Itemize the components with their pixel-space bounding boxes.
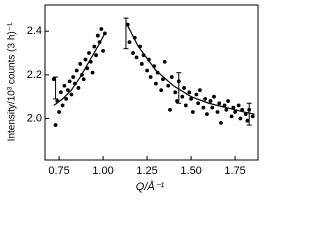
data-point (212, 94, 216, 99)
data-point (71, 75, 76, 79)
data-point (168, 107, 172, 112)
y-tick-label: 2.0 (27, 112, 42, 124)
data-point (215, 110, 220, 114)
data-point (145, 68, 149, 73)
page: Q/Å⁻¹ Intensity/10³ counts (3 h)⁻¹ 0.75 1… (6, 4, 259, 193)
data-point (243, 112, 248, 117)
data-point (65, 88, 70, 93)
data-point (64, 96, 69, 101)
data-point (83, 57, 88, 62)
data-point (187, 90, 192, 95)
data-point (60, 103, 65, 108)
data-point (203, 96, 208, 101)
x-tick-label: 1.75 (224, 165, 245, 177)
data-point (87, 51, 91, 55)
data-point (127, 40, 132, 45)
chart: Q/Å⁻¹ Intensity/10³ counts (3 h)⁻¹ 0.75 1… (7, 4, 259, 193)
x-tick-label: 0.75 (48, 165, 69, 177)
data-point (139, 62, 144, 66)
data-point (131, 51, 135, 55)
data-point (69, 92, 74, 97)
data-point (210, 105, 215, 110)
data-point (62, 83, 67, 88)
data-point (217, 101, 222, 106)
data-point (238, 116, 243, 121)
data-point (166, 83, 171, 88)
data-point (101, 48, 105, 53)
data-point (51, 77, 56, 82)
data-point (219, 120, 223, 125)
data-point (226, 99, 230, 103)
x-tick-label: 1.50 (180, 165, 201, 177)
x-axis-label: Q/Å⁻¹ (136, 180, 165, 193)
data-point (58, 90, 63, 95)
data-point (74, 68, 79, 73)
data-point (76, 86, 81, 90)
data-point (92, 44, 97, 49)
fit-curve (125, 22, 255, 115)
data-point (183, 103, 188, 108)
data-point (134, 55, 139, 60)
data-point (194, 92, 199, 97)
data-point (180, 94, 185, 99)
data-point (161, 77, 165, 82)
data-point (95, 33, 100, 38)
data-point (236, 103, 241, 108)
data-point (250, 114, 255, 119)
y-axis-label: Intensity/10³ counts (3 h)⁻¹ (7, 22, 18, 141)
data-point (94, 53, 98, 58)
data-point (99, 27, 104, 31)
y-tick-label: 2.2 (27, 69, 42, 81)
x-tick-label: 1.25 (136, 165, 157, 177)
data-point (229, 114, 234, 119)
data-point (189, 96, 194, 101)
data-point (190, 110, 195, 114)
data-point (159, 88, 164, 93)
data-point (196, 101, 201, 106)
y-tick-label: 2.4 (27, 25, 42, 37)
data-point (182, 86, 186, 90)
data-point (148, 75, 153, 79)
data-point (53, 123, 58, 127)
x-tick-label: 1.00 (92, 165, 113, 177)
data-point (173, 90, 178, 95)
data-point (205, 112, 209, 117)
data-point (78, 62, 83, 66)
data-point (169, 75, 174, 79)
data-point (198, 88, 202, 93)
data-point (57, 110, 61, 114)
fit-curve (53, 33, 106, 106)
data-point (201, 105, 206, 110)
data-point (154, 81, 158, 86)
plot-frame (44, 4, 259, 161)
data-point (90, 70, 95, 75)
data-point (233, 110, 238, 114)
data-point (81, 77, 86, 82)
data-point (208, 99, 213, 103)
data-point (162, 59, 167, 64)
data-point (175, 99, 179, 103)
data-point (67, 79, 72, 84)
data-point (245, 118, 250, 123)
data-point (224, 107, 229, 112)
